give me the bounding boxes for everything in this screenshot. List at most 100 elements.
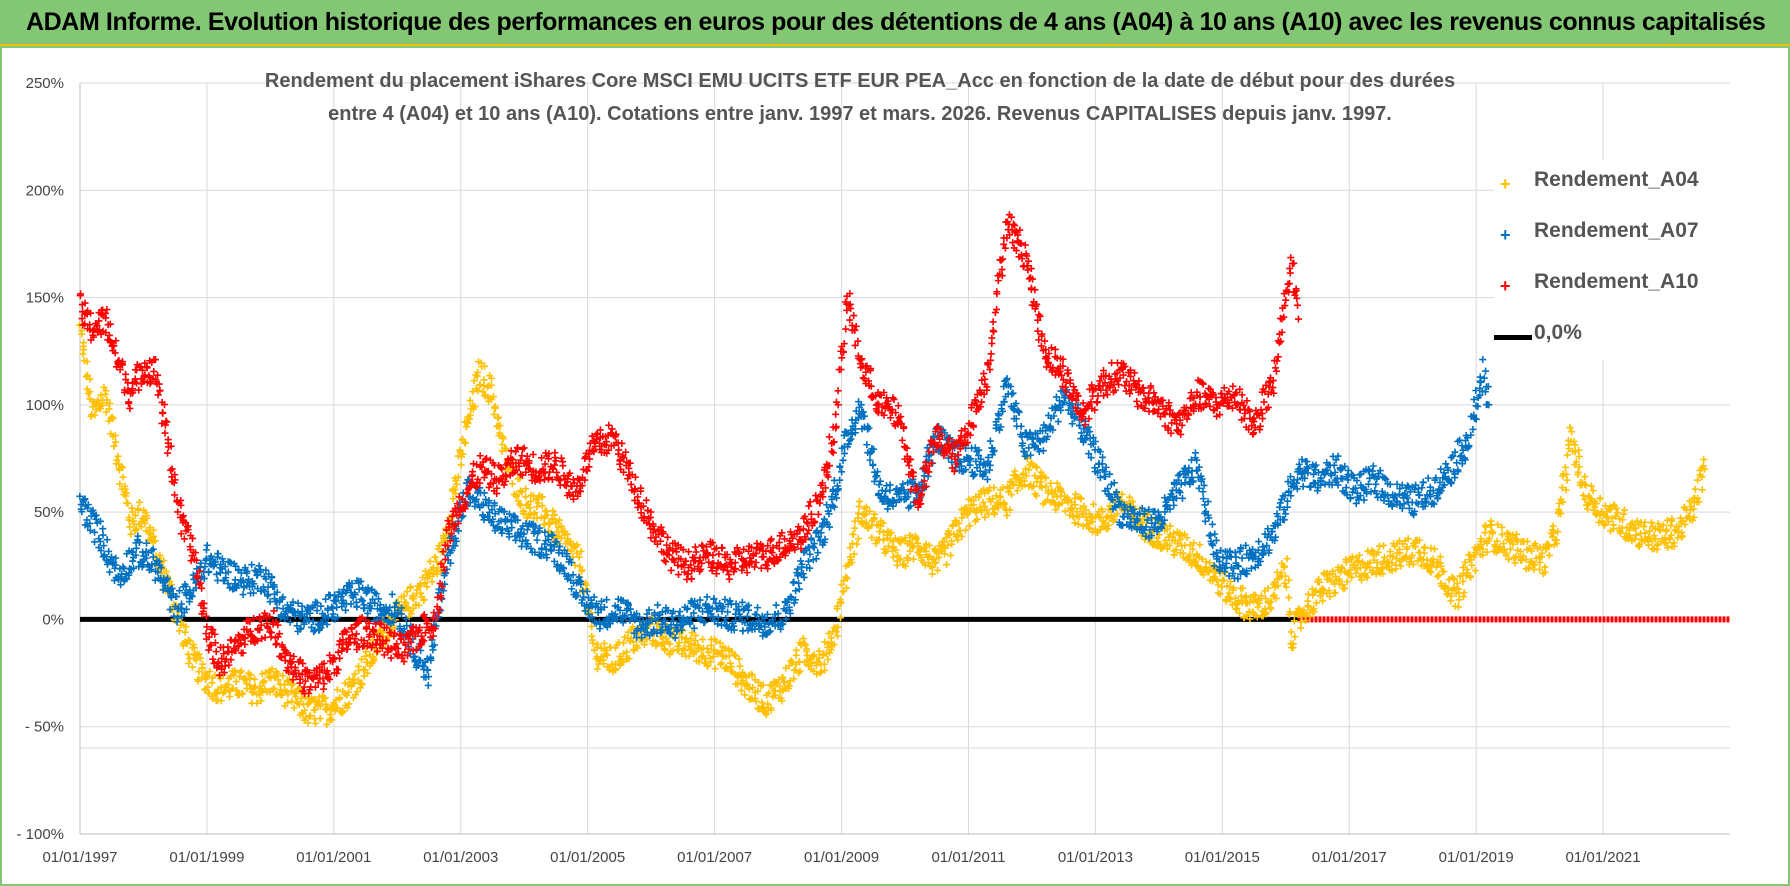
marker-rendement-a04 (815, 647, 823, 655)
marker-rendement-a04 (1485, 534, 1493, 542)
marker-rendement-a04 (498, 441, 506, 449)
marker-rendement-a04 (679, 645, 687, 653)
marker-rendement-a04 (457, 461, 465, 469)
marker-rendement-a10 (334, 666, 342, 674)
marker-rendement-a10 (290, 652, 298, 660)
marker-rendement-a04 (279, 672, 287, 680)
marker-rendement-a07 (797, 557, 805, 565)
marker-rendement-a07 (313, 599, 321, 607)
marker-rendement-a04 (1525, 564, 1533, 572)
marker-rendement-a04 (195, 668, 203, 676)
marker-rendement-a07 (338, 590, 346, 598)
marker-rendement-a04 (1555, 499, 1563, 507)
marker-rendement-a04 (474, 387, 482, 395)
marker-rendement-a04 (879, 519, 887, 527)
marker-rendement-a04 (928, 564, 936, 572)
marker-rendement-a04 (1431, 545, 1439, 553)
marker-rendement-a04 (1281, 579, 1289, 587)
marker-rendement-a04 (434, 545, 442, 553)
marker-rendement-a04 (1331, 589, 1339, 597)
marker-rendement-a07 (239, 591, 247, 599)
marker-rendement-a04 (470, 377, 478, 385)
marker-rendement-a07 (168, 593, 176, 601)
marker-rendement-a07 (250, 589, 258, 597)
marker-rendement-a04 (1297, 624, 1305, 632)
marker-rendement-a10 (498, 465, 506, 473)
marker-rendement-a04 (991, 510, 999, 518)
marker-rendement-a04 (896, 556, 904, 564)
marker-rendement-a07 (1207, 531, 1215, 539)
marker-rendement-a04 (910, 542, 918, 550)
marker-rendement-a04 (1654, 540, 1662, 548)
marker-rendement-a04 (722, 664, 730, 672)
marker-rendement-a04 (1181, 530, 1189, 538)
marker-rendement-a04 (354, 676, 362, 684)
marker-rendement-a04 (1563, 451, 1571, 459)
marker-rendement-a04 (593, 665, 601, 673)
marker-rendement-a04 (825, 629, 833, 637)
marker-rendement-a04 (786, 677, 794, 685)
marker-rendement-a04 (1574, 468, 1582, 476)
marker-rendement-a07 (795, 585, 803, 593)
marker-rendement-a04 (1436, 553, 1444, 561)
marker-rendement-a04 (810, 651, 818, 659)
marker-rendement-a07 (248, 561, 256, 569)
marker-rendement-a04 (573, 549, 581, 557)
marker-rendement-a04 (1483, 548, 1491, 556)
marker-rendement-a04 (1032, 492, 1040, 500)
marker-rendement-a04 (958, 514, 966, 522)
marker-rendement-a04 (203, 671, 211, 679)
marker-rendement-a04 (752, 697, 760, 705)
marker-rendement-a04 (1655, 525, 1663, 533)
marker-rendement-a04 (1479, 551, 1487, 559)
marker-rendement-a07 (211, 558, 219, 566)
marker-rendement-a04 (82, 373, 90, 381)
marker-rendement-a04 (328, 716, 336, 724)
marker-rendement-a07 (398, 610, 406, 618)
marker-rendement-a04 (209, 694, 217, 702)
marker-rendement-a04 (353, 688, 361, 696)
marker-rendement-a07 (86, 526, 94, 534)
marker-rendement-a04 (954, 536, 962, 544)
marker-rendement-a04 (116, 480, 124, 488)
marker-rendement-a04 (1381, 553, 1389, 561)
marker-rendement-a04 (1216, 590, 1224, 598)
marker-rendement-a04 (364, 669, 372, 677)
marker-rendement-a04 (1635, 543, 1643, 551)
marker-rendement-a04 (1312, 599, 1320, 607)
marker-rendement-a04 (978, 508, 986, 516)
marker-rendement-a04 (1668, 517, 1676, 525)
marker-rendement-a04 (284, 690, 292, 698)
marker-rendement-a07 (357, 577, 365, 585)
marker-rendement-a04 (701, 655, 709, 663)
marker-rendement-a07 (117, 581, 125, 589)
marker-rendement-a04 (452, 490, 460, 498)
marker-rendement-a07 (97, 547, 105, 555)
marker-rendement-a04 (534, 499, 542, 507)
marker-rendement-a07 (317, 602, 325, 610)
marker-rendement-a04 (661, 646, 669, 654)
x-tick-label: 01/01/2001 (296, 849, 371, 866)
marker-rendement-a04 (1571, 441, 1579, 449)
marker-rendement-a04 (301, 706, 309, 714)
marker-rendement-a10 (122, 370, 130, 378)
marker-rendement-a04 (557, 534, 565, 542)
marker-rendement-a04 (1246, 615, 1254, 623)
marker-rendement-a04 (759, 681, 767, 689)
marker-rendement-a04 (1677, 533, 1685, 541)
marker-rendement-a04 (944, 541, 952, 549)
marker-rendement-a04 (1561, 463, 1569, 471)
marker-rendement-a10 (126, 404, 134, 412)
marker-rendement-a04 (1443, 590, 1451, 598)
marker-rendement-a04 (1396, 549, 1404, 557)
marker-rendement-a07 (1009, 389, 1017, 397)
marker-rendement-a10 (267, 633, 275, 641)
x-tick-label: 01/01/2015 (1185, 849, 1260, 866)
marker-rendement-a04 (1548, 526, 1556, 534)
marker-rendement-a04 (542, 507, 550, 515)
marker-rendement-a04 (1545, 551, 1553, 559)
marker-rendement-a04 (981, 513, 989, 521)
marker-rendement-a04 (675, 646, 683, 654)
marker-rendement-a04 (1604, 518, 1612, 526)
marker-rendement-a04 (1511, 559, 1519, 567)
